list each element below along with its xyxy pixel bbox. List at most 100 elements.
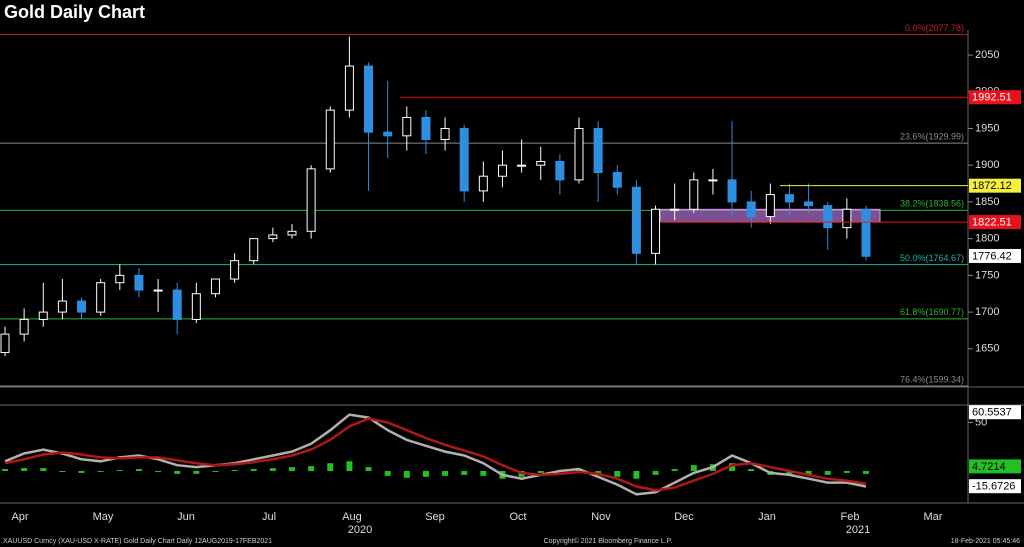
indicator-tag	[969, 479, 1021, 494]
level-label: 76.4%(1599.34)	[900, 374, 964, 384]
level-label: 23.6%(1929.99)	[900, 132, 964, 142]
histogram-bar	[308, 466, 315, 471]
candle-body	[172, 289, 182, 320]
histogram-bar	[2, 469, 8, 471]
price-tag-label: 1776.42	[972, 250, 1012, 262]
chart-title: Gold Daily Chart	[4, 2, 145, 22]
histogram-bar	[269, 468, 276, 471]
x-tick-label: Oct	[509, 511, 526, 523]
candle-body	[746, 201, 756, 218]
x-tick-label: Jan	[758, 511, 776, 523]
candle-body	[651, 208, 661, 254]
candle-body	[440, 127, 450, 140]
histogram-bar	[461, 470, 468, 475]
candle-body	[497, 164, 507, 177]
histogram-bar	[327, 463, 334, 471]
candle-body	[612, 172, 622, 188]
x-tick-label: Jul	[262, 511, 276, 523]
level-label: 61.8%(1690.77)	[900, 307, 964, 317]
footer-right: 18-Feb-2021 05:45:46	[951, 538, 1020, 545]
y-tick-label: 1750	[975, 269, 999, 281]
histogram-bar	[442, 470, 449, 476]
year-label: 2020	[348, 524, 372, 536]
x-tick-label: Apr	[11, 511, 28, 523]
candle-body	[191, 293, 201, 320]
level-label: 0.0%(2077.78)	[905, 23, 964, 33]
histogram-bar	[786, 470, 793, 474]
y-tick-label: 1850	[975, 196, 999, 208]
candle-body	[861, 208, 871, 257]
histogram-bar	[748, 469, 755, 471]
candle-body	[421, 116, 431, 140]
histogram-bar	[346, 461, 353, 471]
histogram-bar	[537, 470, 544, 473]
histogram-bar	[116, 470, 123, 472]
price-tag	[969, 178, 1021, 193]
candle-body	[708, 179, 718, 182]
x-tick-label: May	[93, 511, 114, 523]
candle-body	[115, 274, 125, 284]
y-tick-label: 1900	[975, 159, 999, 171]
histogram-bar	[78, 470, 85, 473]
histogram-bar	[843, 470, 850, 473]
candle-body	[134, 274, 144, 291]
candle-body	[249, 238, 259, 262]
histogram-bar	[690, 465, 697, 471]
footer-left: XAUUSD Curncy (XAU-USD X-RATE) Gold Dail…	[3, 538, 272, 545]
candle-body	[344, 65, 354, 111]
candle-body	[210, 278, 220, 295]
histogram-bar	[652, 470, 659, 475]
candle-body	[727, 179, 737, 203]
histogram-bar	[422, 470, 429, 477]
level-label: 38.2%(1838.56)	[900, 199, 964, 209]
histogram-bar	[212, 470, 219, 472]
price-tag-label: 1822.51	[972, 217, 1012, 229]
candle-body	[670, 208, 680, 211]
candle-body	[383, 131, 393, 137]
histogram-bar	[59, 470, 66, 472]
candle-body	[96, 282, 106, 313]
histogram-bar	[289, 467, 295, 471]
x-tick-label: Jun	[177, 511, 195, 523]
histogram-bar	[97, 470, 104, 472]
candle-body	[77, 300, 87, 313]
y-tick-label: 1800	[975, 233, 999, 245]
y-tick-label: 1650	[975, 343, 999, 355]
price-tag-label: 1992.51	[972, 92, 1012, 104]
histogram-bar	[863, 470, 869, 474]
histogram-bar	[384, 470, 391, 476]
candle-body	[19, 318, 29, 335]
year-label: 2021	[846, 524, 870, 536]
candle-body	[823, 205, 833, 229]
histogram-bar	[231, 470, 238, 472]
footer-center: Copyright© 2021 Bloomberg Finance L.P.	[544, 537, 673, 545]
candle-body	[0, 333, 10, 353]
x-tick-label: Mar	[924, 511, 943, 523]
candle-body	[57, 300, 67, 313]
histogram-bar	[174, 470, 181, 474]
histogram-bar	[135, 469, 142, 471]
histogram-bar	[824, 470, 831, 475]
candle-body	[593, 127, 603, 174]
candle-body	[689, 179, 699, 210]
candle-body	[842, 208, 852, 229]
price-tag	[969, 215, 1021, 230]
histogram-bar	[614, 470, 621, 477]
histogram-bar	[193, 470, 200, 474]
histogram-bar	[729, 463, 736, 471]
candle-body	[784, 194, 794, 203]
candle-body	[268, 234, 278, 240]
x-tick-label: Aug	[342, 511, 362, 523]
candle-body	[459, 127, 469, 192]
price-tag	[969, 90, 1021, 105]
candle-body	[765, 194, 775, 218]
y-tick-label: 1700	[975, 306, 999, 318]
histogram-bar	[250, 469, 257, 471]
histogram-bar	[403, 470, 410, 478]
candle-body	[364, 65, 374, 133]
candle-body	[517, 164, 527, 167]
indicator-tag	[969, 459, 1021, 474]
